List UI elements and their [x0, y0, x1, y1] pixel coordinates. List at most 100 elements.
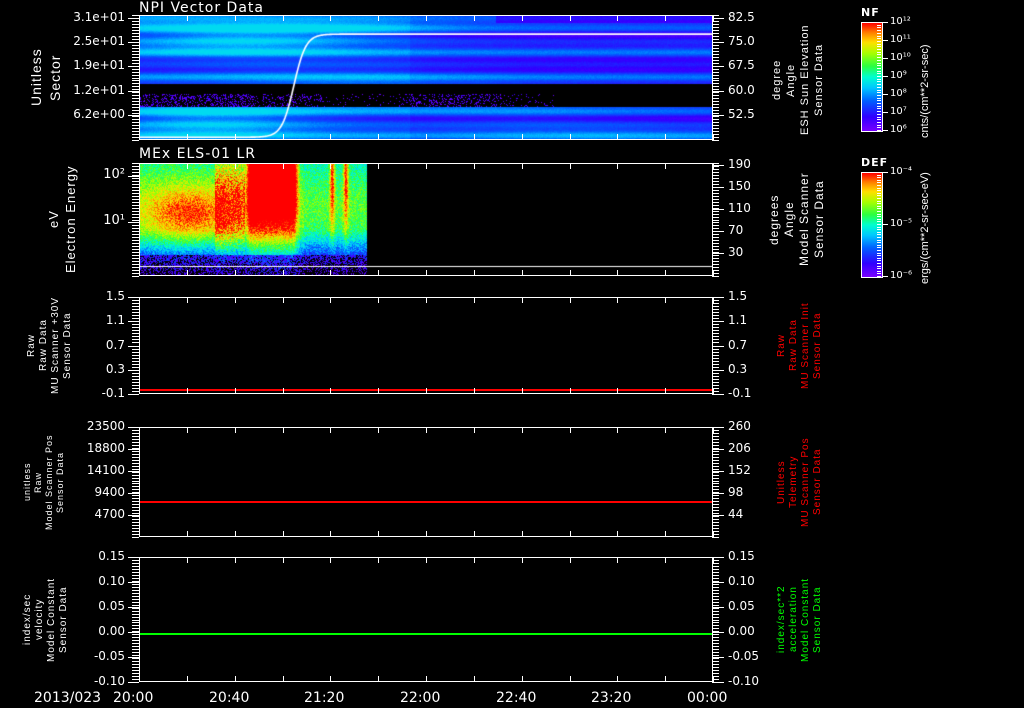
colorbar-title-def-colorbar: DEF — [861, 156, 889, 169]
xtick-bottom-p1-9 — [570, 134, 571, 140]
colorbar-tick-label-nf-colorbar-6: 10⁶ — [890, 124, 907, 135]
xtick-top-p3-8 — [522, 297, 523, 303]
major-tick-right-p2-3 — [713, 231, 724, 232]
xtick-top-p2-8 — [522, 163, 523, 169]
ytick-label-left-p1-3: 1.2e+01 — [73, 83, 125, 97]
colorbar-minor-tick-nf-colorbar-19 — [877, 73, 881, 74]
major-tick-right-p5-0 — [713, 557, 724, 558]
colorbar-minor-tick-def-colorbar-14 — [877, 208, 881, 209]
axis-title-left-p3-line-3: Raw — [26, 334, 37, 358]
panel-5-plot-area — [140, 558, 712, 681]
xtick-top-p4-3 — [283, 427, 284, 433]
colorbar-minor-tick-def-colorbar-1 — [877, 175, 881, 176]
major-tick-left-p3-2 — [128, 346, 139, 347]
major-tick-right-p4-1 — [713, 449, 724, 450]
xtick-top-p4-8 — [522, 427, 523, 433]
colorbar-minor-tick-def-colorbar-38 — [877, 271, 881, 272]
ytick-label-right-p5-1: 0.10 — [728, 574, 755, 588]
colorbar-minor-tick-nf-colorbar-39 — [877, 127, 881, 128]
xtick-top-p1-7 — [474, 15, 475, 21]
colorbar-minor-tick-nf-colorbar-24 — [877, 87, 881, 88]
ytick-label-left-p3-2: 0.7 — [105, 338, 125, 352]
ytick-label-right-p2-0: 190 — [728, 157, 751, 171]
major-tick-left-p4-4 — [128, 515, 139, 516]
ytick-label-right-p2-2: 110 — [728, 201, 751, 215]
axis-title-right-p2-line-2: Angle — [782, 201, 796, 238]
trace-model-constant-acceleration — [140, 633, 712, 635]
axis-title-right-p5-line-3: index/sec**2 — [776, 585, 787, 654]
xtick-top-p2-7 — [474, 163, 475, 169]
xtick-bottom-p5-8 — [522, 676, 523, 682]
colorbar-minor-tick-def-colorbar-23 — [877, 232, 881, 233]
colorbar-def-colorbar — [861, 172, 883, 278]
colorbar-minor-tick-def-colorbar-3 — [877, 180, 881, 181]
colorbar-minor-tick-def-colorbar-16 — [877, 214, 881, 215]
xtick-bottom-p4-7 — [474, 531, 475, 537]
ytick-label-right-p5-5: -0.10 — [728, 674, 760, 688]
major-tick-right-p1-4 — [713, 115, 724, 116]
xtick-top-p4-1 — [187, 427, 188, 433]
colorbar-minor-tick-def-colorbar-4 — [877, 182, 881, 183]
panel-npi-vector-data[interactable] — [139, 15, 713, 140]
colorbar-minor-tick-nf-colorbar-36 — [877, 119, 881, 120]
xtick-top-p5-11 — [665, 557, 666, 563]
colorbar-tick-label-def-colorbar-2: 10⁻⁶ — [890, 270, 913, 281]
ytick-label-right-p5-4: -0.05 — [728, 649, 760, 663]
axis-title-left-p1-line-1: Unitless — [28, 48, 44, 107]
panel-model-constant-velocity[interactable] — [139, 557, 713, 682]
xtick-top-p4-2 — [235, 427, 236, 433]
xtick-bottom-p2-6 — [426, 270, 427, 276]
colorbar-minor-tick-nf-colorbar-8 — [877, 44, 881, 45]
xtick-bottom-p4-3 — [283, 531, 284, 537]
xtick-bottom-p2-9 — [570, 270, 571, 276]
xtick-bottom-p2-7 — [474, 270, 475, 276]
colorbar-minor-tick-def-colorbar-17 — [877, 216, 881, 217]
axis-title-right-p2-line-1: Model Scanner — [797, 172, 811, 267]
ytick-label-left-p3-1: 1.1 — [105, 313, 125, 327]
xtick-top-p2-10 — [617, 163, 618, 169]
major-tick-left-p5-2 — [128, 607, 139, 608]
xtick-bottom-p2-12 — [713, 270, 714, 276]
minor-tick-column-left-p5 — [132, 557, 139, 683]
major-tick-right-p4-0 — [713, 427, 724, 428]
panel-model-scanner-pos-raw[interactable] — [139, 427, 713, 537]
colorbar-minor-tick-nf-colorbar-27 — [877, 95, 881, 96]
major-tick-left-p4-2 — [128, 471, 139, 472]
colorbar-tick-label-nf-colorbar-5: 10⁷ — [890, 106, 907, 117]
axis-title-right-p1-line-3: degree — [771, 59, 783, 101]
panel-mu-scanner-30v-raw[interactable] — [139, 297, 713, 394]
colorbar-minor-tick-def-colorbar-8 — [877, 193, 881, 194]
panel-3-plot-area — [140, 298, 712, 393]
colorbar-minor-tick-nf-colorbar-21 — [877, 79, 881, 80]
xtick-bottom-p5-12 — [713, 676, 714, 682]
colorbar-minor-tick-def-colorbar-37 — [877, 268, 881, 269]
ytick-label-right-p4-4: 44 — [728, 507, 744, 521]
axis-title-left-p5-line-0: Sensor Data — [58, 586, 69, 653]
colorbar-minor-tick-nf-colorbar-34 — [877, 114, 881, 115]
axis-title-left-p1-line-0: Sector — [47, 54, 63, 101]
xtick-bottom-p1-10 — [617, 134, 618, 140]
colorbar-minor-tick-nf-colorbar-12 — [877, 54, 881, 55]
xtick-top-p5-0 — [139, 557, 140, 563]
colorbar-minor-tick-nf-colorbar-28 — [877, 98, 881, 99]
colorbar-tick-label-nf-colorbar-3: 10⁹ — [890, 70, 907, 81]
ytick-label-right-p1-0: 82.5 — [728, 10, 755, 24]
colorbar-minor-tick-nf-colorbar-9 — [877, 46, 881, 47]
xtick-bottom-p2-2 — [235, 270, 236, 276]
xtick-top-p2-11 — [665, 163, 666, 169]
xtick-top-p2-4 — [330, 163, 331, 169]
colorbar-minor-tick-def-colorbar-27 — [877, 242, 881, 243]
panel-mex-els-01-lr[interactable] — [139, 163, 713, 276]
xtick-top-p4-0 — [139, 427, 140, 433]
colorbar-minor-tick-nf-colorbar-17 — [877, 68, 881, 69]
xtick-bottom-p3-4 — [330, 388, 331, 394]
xtick-bottom-p5-1 — [187, 676, 188, 682]
axis-title-left-p3-line-2: Raw Data — [38, 319, 49, 372]
major-tick-left-p5-3 — [128, 632, 139, 633]
xtick-top-p1-10 — [617, 15, 618, 21]
ytick-label-right-p5-2: 0.05 — [728, 599, 755, 613]
xtick-top-p1-6 — [426, 15, 427, 21]
colorbar-tick-nf-colorbar-4 — [883, 94, 888, 95]
major-tick-right-p4-4 — [713, 515, 724, 516]
colorbar-minor-tick-def-colorbar-35 — [877, 263, 881, 264]
